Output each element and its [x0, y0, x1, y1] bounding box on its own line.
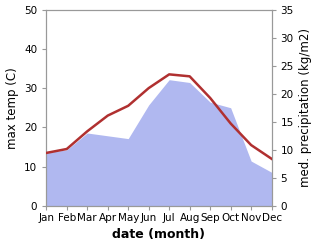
Y-axis label: med. precipitation (kg/m2): med. precipitation (kg/m2) [300, 28, 313, 187]
X-axis label: date (month): date (month) [113, 228, 205, 242]
Y-axis label: max temp (C): max temp (C) [5, 67, 18, 149]
